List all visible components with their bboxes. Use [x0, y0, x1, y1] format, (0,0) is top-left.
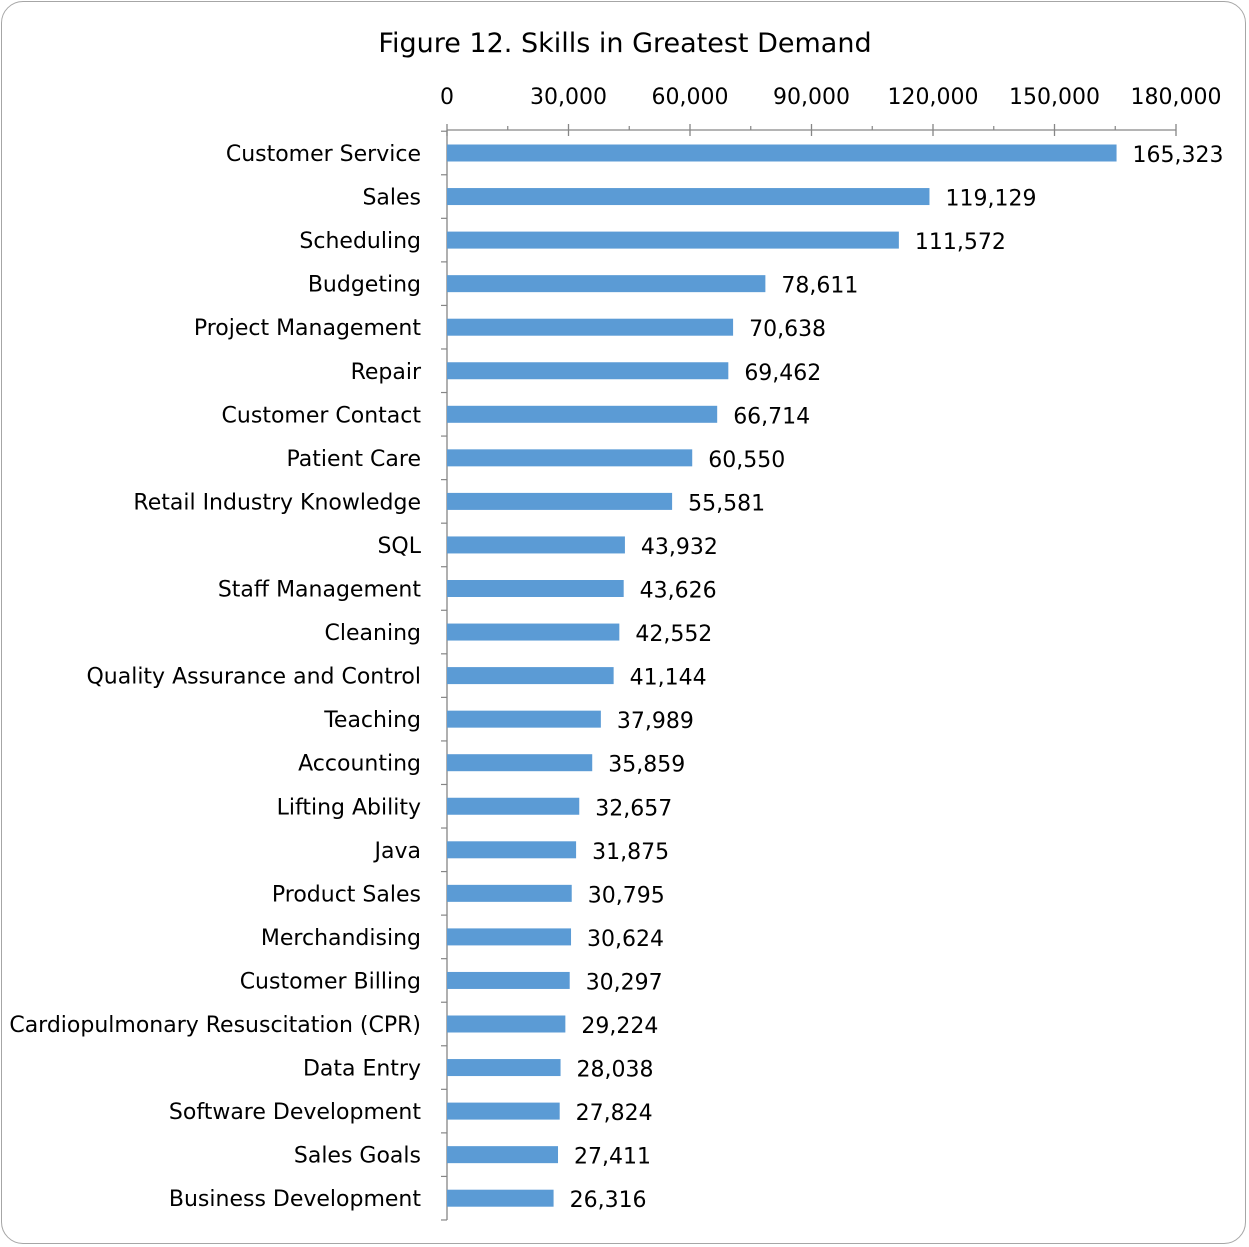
data-label: 165,323 — [1133, 143, 1224, 168]
x-tick-label: 60,000 — [652, 85, 729, 110]
x-axis: 0 30,000 60,000 90,000 120,000 150,000 180,000 — [440, 85, 1222, 1221]
category-label: Product Sales — [272, 882, 421, 907]
data-label: 55,581 — [688, 491, 765, 516]
x-tick-label: 120,000 — [888, 85, 979, 110]
data-label: 30,297 — [586, 970, 663, 995]
data-label: 35,859 — [608, 753, 685, 778]
bar — [447, 144, 1117, 162]
data-label: 111,572 — [915, 230, 1006, 255]
bar — [447, 580, 624, 597]
value-labels: 165,323 119,129 111,572 78,611 70,638 69,462 6… — [570, 143, 1224, 1213]
data-label: 30,795 — [588, 883, 665, 908]
category-label: Merchandising — [261, 926, 421, 951]
bar — [447, 754, 593, 772]
category-label: Sales — [362, 186, 421, 211]
bar — [447, 188, 930, 206]
data-label: 43,932 — [641, 535, 718, 560]
bar — [447, 318, 734, 336]
category-label: Lifting Ability — [277, 795, 421, 820]
bar — [447, 928, 572, 946]
x-tick-label: 150,000 — [1009, 85, 1100, 110]
x-tick-label: 0 — [440, 85, 454, 110]
bar — [447, 710, 601, 728]
bar — [447, 275, 766, 293]
category-label: Quality Assurance and Control — [86, 665, 421, 690]
data-label: 29,224 — [581, 1014, 658, 1039]
category-label: Accounting — [298, 752, 421, 777]
category-label: Budgeting — [308, 273, 421, 298]
category-label: Customer Service — [226, 142, 421, 167]
data-label: 30,624 — [587, 927, 664, 952]
category-labels: Customer Service Sales Scheduling Budgeting… — [9, 142, 422, 1212]
bar — [447, 362, 729, 380]
category-label: Repair — [351, 360, 422, 385]
bar — [447, 405, 718, 423]
bar — [447, 1146, 559, 1164]
data-label: 28,038 — [577, 1058, 654, 1083]
category-label: Data Entry — [303, 1057, 421, 1082]
bar — [447, 667, 614, 685]
data-label: 78,611 — [781, 274, 858, 299]
category-label: SQL — [377, 534, 421, 559]
x-tick-label: 30,000 — [530, 85, 607, 110]
chart-title: Figure 12. Skills in Greatest Demand — [378, 28, 871, 59]
bar — [447, 492, 673, 510]
data-label: 27,411 — [574, 1145, 651, 1170]
category-label: Customer Contact — [222, 403, 422, 428]
category-label: Scheduling — [299, 229, 421, 254]
bar — [447, 623, 620, 641]
category-label: Software Development — [169, 1100, 421, 1125]
category-label: Customer Billing — [240, 969, 421, 994]
data-label: 42,552 — [635, 622, 712, 647]
data-label: 32,657 — [595, 796, 672, 821]
bar — [447, 1059, 561, 1077]
bar — [447, 231, 899, 249]
data-label: 37,989 — [617, 709, 694, 734]
data-label: 69,462 — [744, 361, 821, 386]
bar — [447, 797, 580, 815]
category-label: Sales Goals — [294, 1144, 421, 1169]
bar — [447, 536, 625, 554]
category-label: Java — [373, 839, 421, 864]
bar — [447, 971, 570, 989]
category-label: Project Management — [194, 316, 422, 341]
x-tick-label: 90,000 — [773, 85, 850, 110]
data-label: 66,714 — [733, 404, 810, 429]
data-label: 26,316 — [570, 1188, 647, 1213]
category-label: Teaching — [323, 708, 421, 733]
data-label: 27,824 — [576, 1101, 653, 1126]
bar — [447, 1102, 560, 1120]
bar — [447, 841, 577, 859]
category-label: Retail Industry Knowledge — [133, 490, 421, 515]
category-label: Patient Care — [286, 447, 421, 472]
data-label: 119,129 — [945, 187, 1036, 212]
category-label: Business Development — [169, 1187, 421, 1212]
category-label: Cardiopulmonary Resuscitation (CPR) — [9, 1013, 421, 1038]
data-label: 60,550 — [708, 448, 785, 473]
x-tick-label: 180,000 — [1131, 85, 1222, 110]
data-label: 31,875 — [592, 840, 669, 865]
category-label: Staff Management — [218, 578, 422, 603]
data-label: 41,144 — [630, 666, 707, 691]
category-label: Cleaning — [325, 621, 421, 646]
bar — [447, 1189, 554, 1207]
bar — [447, 449, 693, 467]
data-label: 43,626 — [640, 579, 717, 604]
bar — [447, 1015, 566, 1033]
bar — [447, 884, 572, 902]
bars — [447, 144, 1117, 1207]
data-label: 70,638 — [749, 317, 826, 342]
